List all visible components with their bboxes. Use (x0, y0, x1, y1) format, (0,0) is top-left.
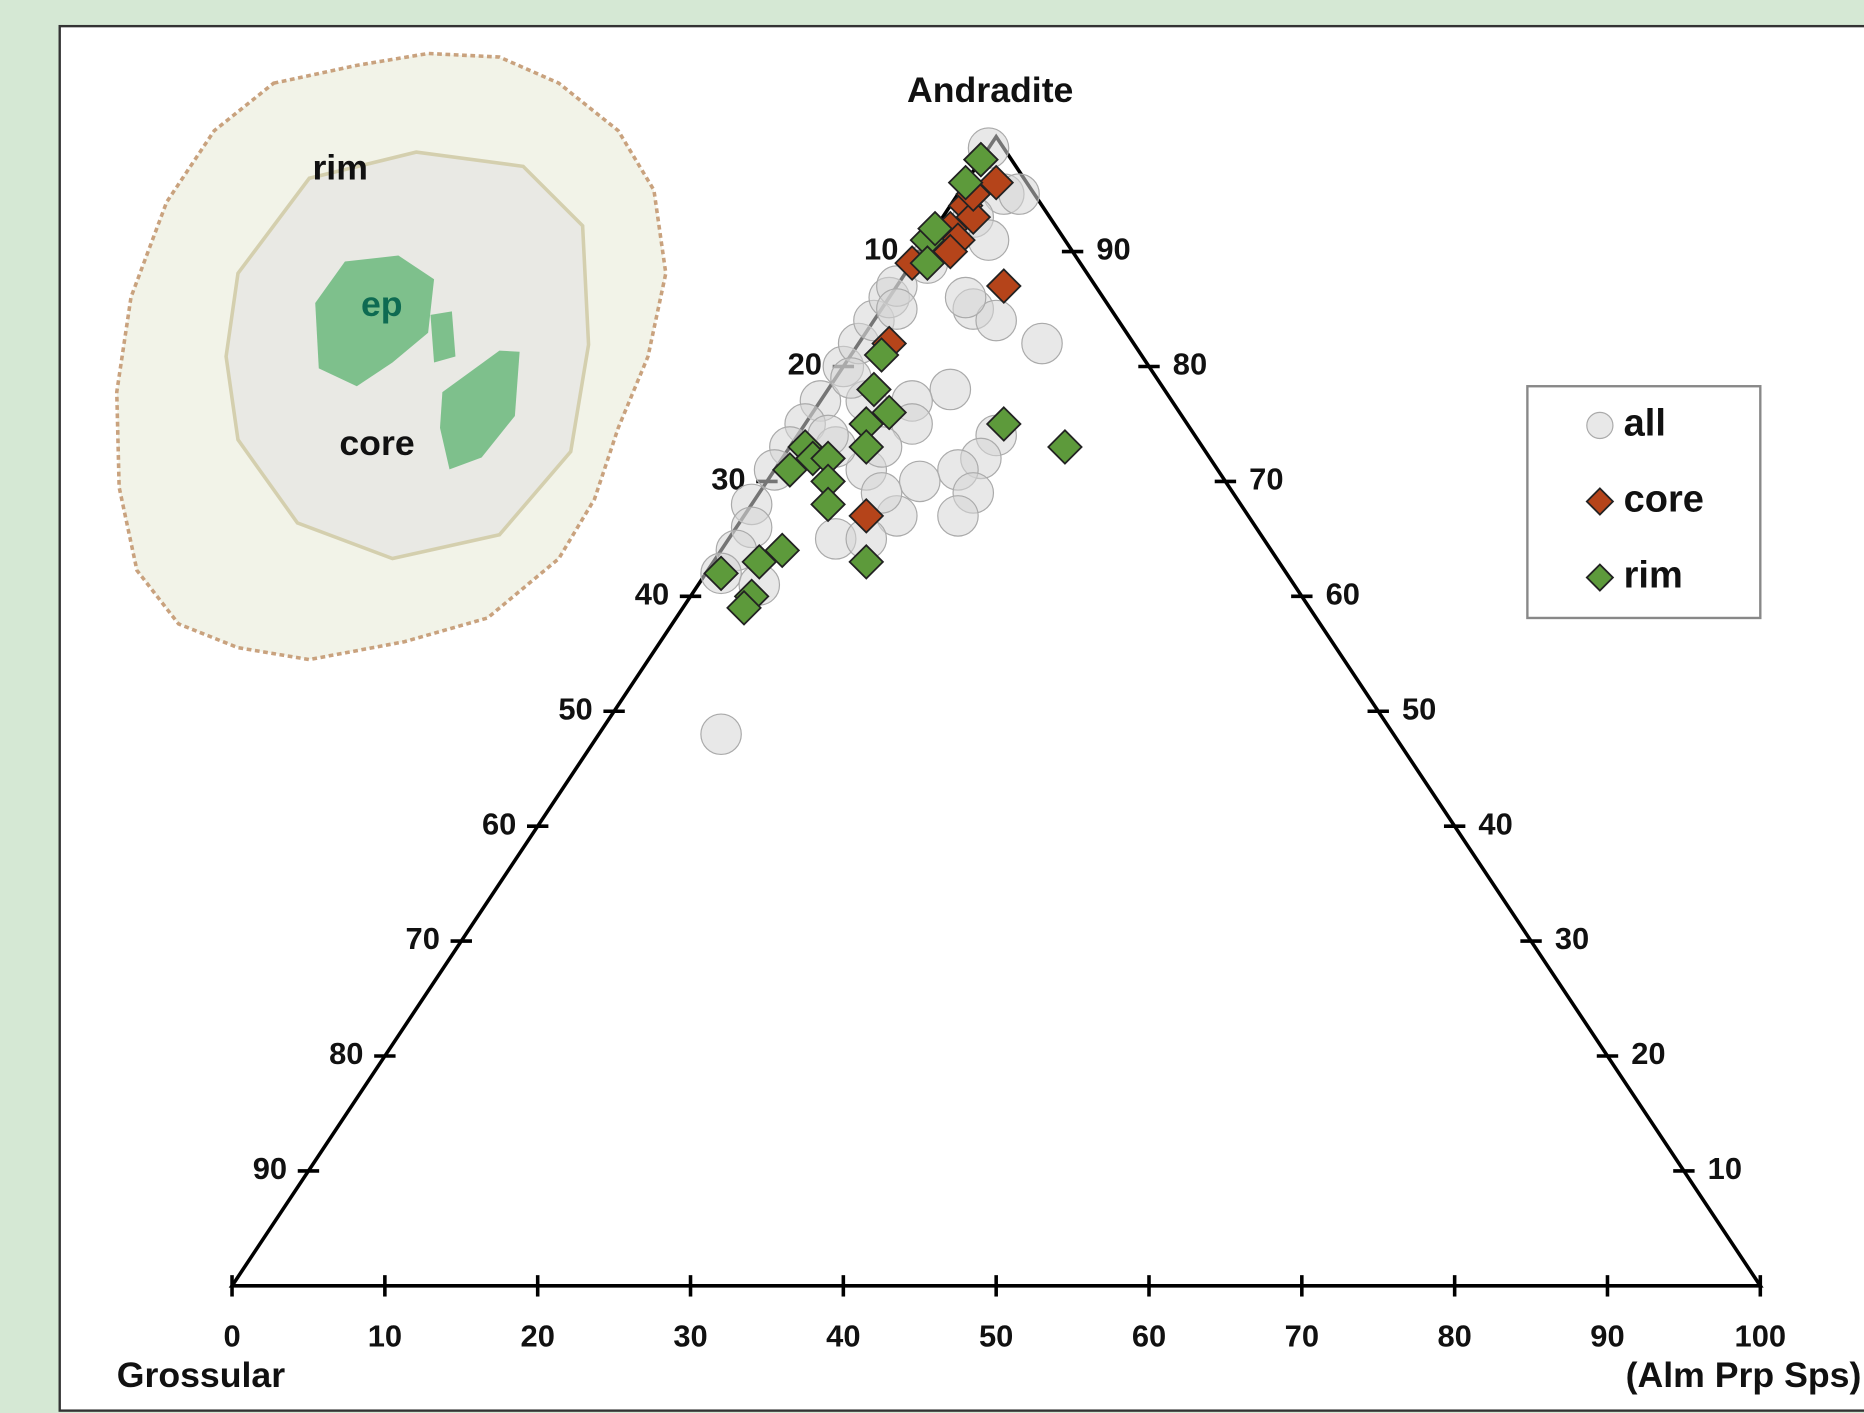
corner-label: Grossular (117, 1355, 286, 1395)
right-tick-label: 90 (1096, 232, 1130, 267)
corner-label: (Alm Prp Sps) (1626, 1355, 1862, 1395)
legend-label: core (1624, 479, 1704, 521)
left-tick-label: 80 (329, 1036, 363, 1071)
apex-label: Andradite (907, 70, 1073, 110)
right-tick-label: 30 (1555, 921, 1589, 956)
left-tick-label: 60 (482, 806, 516, 841)
data-point (1022, 323, 1062, 363)
inset-label: rim (312, 147, 367, 187)
bottom-tick-label: 50 (979, 1318, 1013, 1353)
right-tick-label: 20 (1631, 1036, 1665, 1071)
left-tick-label: 40 (635, 576, 669, 611)
data-point (938, 496, 978, 536)
legend-key (1587, 412, 1613, 438)
right-tick-label: 60 (1326, 576, 1360, 611)
bottom-tick-label: 20 (521, 1318, 555, 1353)
left-tick-label: 20 (788, 347, 822, 382)
inset-label: ep (361, 284, 403, 324)
legend-label: rim (1624, 555, 1683, 597)
chart: rim ep core Andradite Grossular (Alm Prp… (0, 0, 1864, 1413)
bottom-tick-label: 90 (1590, 1318, 1624, 1353)
inset-label: core (339, 423, 414, 463)
data-point (877, 289, 917, 329)
right-tick-label: 50 (1402, 691, 1436, 726)
left-tick-label: 50 (558, 691, 592, 726)
data-point (701, 714, 741, 754)
bottom-tick-label: 100 (1735, 1318, 1787, 1353)
bottom-tick-label: 40 (826, 1318, 860, 1353)
data-point (945, 277, 985, 317)
right-tick-label: 10 (1708, 1151, 1742, 1186)
right-tick-label: 40 (1478, 806, 1512, 841)
bottom-tick-label: 30 (673, 1318, 707, 1353)
data-point (900, 461, 940, 501)
legend-label: all (1624, 402, 1666, 444)
bottom-tick-label: 70 (1285, 1318, 1319, 1353)
right-tick-label: 80 (1173, 347, 1207, 382)
bottom-tick-label: 10 (368, 1318, 402, 1353)
bottom-tick-label: 80 (1437, 1318, 1471, 1353)
data-point (930, 369, 970, 409)
epidote (430, 311, 455, 362)
left-tick-label: 70 (406, 921, 440, 956)
left-tick-label: 10 (864, 232, 898, 267)
bottom-tick-label: 60 (1132, 1318, 1166, 1353)
bottom-tick-label: 0 (223, 1318, 240, 1353)
left-tick-label: 90 (253, 1151, 287, 1186)
right-tick-label: 70 (1249, 462, 1283, 497)
